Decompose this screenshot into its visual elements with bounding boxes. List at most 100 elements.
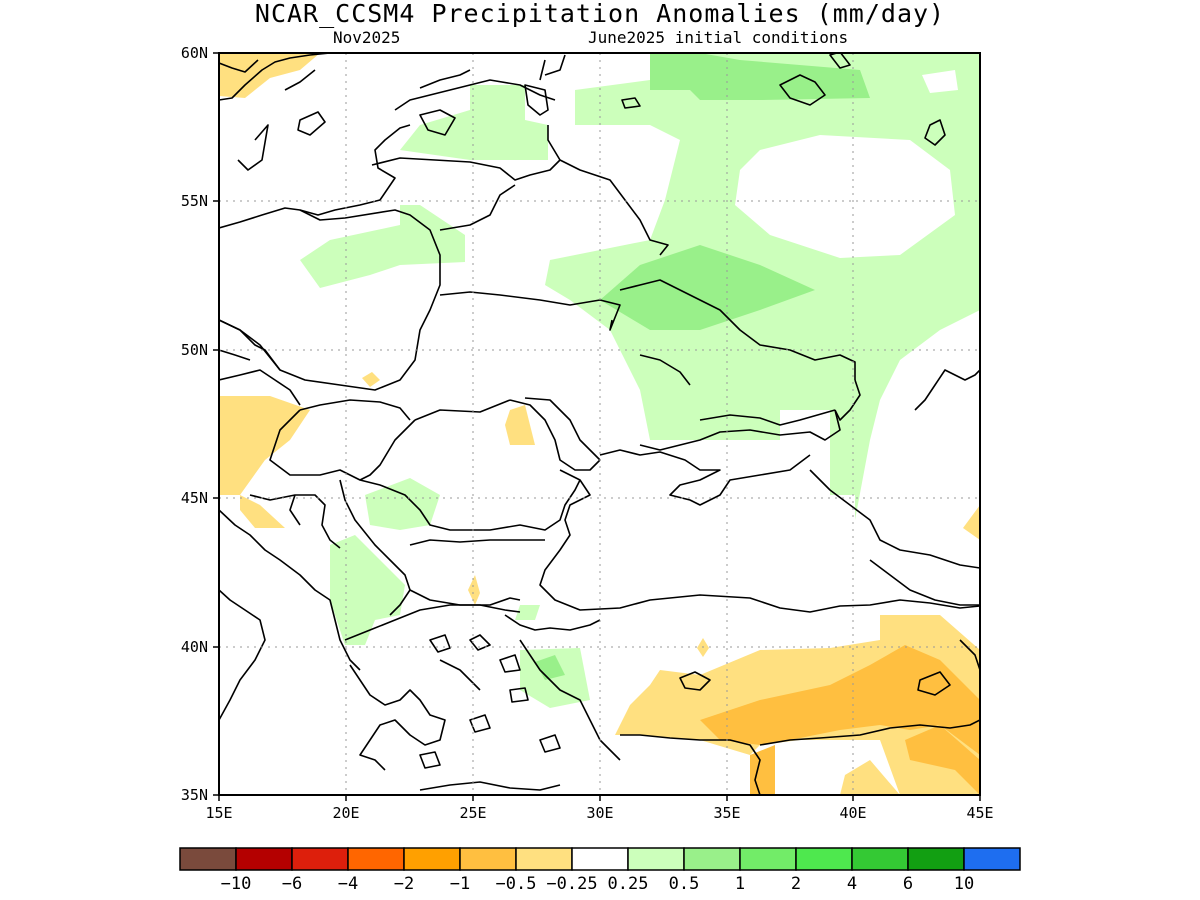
- turkey-east-border: [759, 671, 980, 746]
- baltic-south-coast: [219, 124, 411, 229]
- y-tick-labels: 35N 40N 45N 50N 55N 60N: [181, 44, 208, 804]
- anomaly-medium-green-north: [650, 53, 870, 100]
- y-tick-label: 35N: [181, 786, 208, 804]
- aegean-islands: [419, 634, 561, 769]
- anomaly-medium-green-belarus: [600, 245, 815, 330]
- greece-peninsula: [349, 659, 481, 771]
- anomaly-orange-iraq: [905, 725, 980, 795]
- anomaly-light-green-macedonia: [515, 605, 540, 620]
- colorbar-label: −10: [221, 874, 252, 894]
- anomaly-yellow-caucasus: [963, 505, 980, 540]
- azov-sea: [639, 354, 836, 426]
- chart-title: NCAR_CCSM4 Precipitation Anomalies (mm/d…: [254, 0, 946, 28]
- anomaly-light-green-serbia: [365, 478, 440, 530]
- black-sea-coast: [539, 469, 980, 613]
- colorbar-cell: [963, 847, 1021, 871]
- colorbar: [179, 847, 1021, 871]
- x-tick-labels: 15E 20E 25E 30E 35E 40E 45E: [205, 804, 993, 822]
- colorbar-label: −6: [282, 874, 302, 894]
- x-tick-label: 40E: [839, 804, 866, 822]
- saaremaa-island: [419, 109, 456, 136]
- turkey-west-coast: [504, 614, 621, 761]
- initial-conditions: June2025 initial conditions: [588, 28, 849, 47]
- tick-marks: [213, 52, 981, 801]
- colorbar-label: −4: [338, 874, 358, 894]
- croatia-bosnia-border: [249, 494, 341, 549]
- crete: [419, 781, 561, 791]
- poland-belarus-border: [439, 184, 516, 231]
- colorbar-label: −0.5: [496, 874, 537, 894]
- y-tick-label: 55N: [181, 192, 208, 210]
- colorbar-cell: [739, 847, 797, 871]
- scandinavia-coast: [219, 53, 331, 101]
- map-content: [219, 53, 980, 795]
- crimea: [599, 449, 811, 506]
- germany-czech-border: [219, 319, 281, 371]
- anomaly-light-green-baltic: [400, 85, 548, 160]
- anomaly-light-green-balkan: [330, 535, 405, 645]
- x-tick-label: 25E: [459, 804, 486, 822]
- turkey-south-coast: [620, 734, 761, 795]
- russia-inner-border: [834, 379, 861, 421]
- colorbar-label: 0.5: [669, 874, 700, 894]
- colorbar-cell: [179, 847, 237, 871]
- belarus-east-border: [559, 159, 669, 256]
- y-tick-label: 45N: [181, 489, 208, 507]
- anomaly-yellow-adriatic: [240, 495, 285, 528]
- neutral-hole-north: [922, 70, 958, 93]
- colorbar-cell: [851, 847, 909, 871]
- colorbar-cell: [291, 847, 349, 871]
- lake-peipus: [524, 84, 549, 116]
- colorbar-cell: [459, 847, 517, 871]
- serbia-border: [339, 479, 411, 616]
- anomaly-orange-anatolia: [700, 645, 980, 755]
- greece-north-border: [344, 604, 521, 641]
- y-tick-label: 50N: [181, 341, 208, 359]
- gotland-island: [297, 111, 326, 136]
- map-grid: [219, 53, 980, 795]
- italy-heel: [219, 589, 266, 721]
- sweden-east-coast: [237, 69, 316, 171]
- colorbar-labels: −10 −6 −4 −2 −1 −0.5 −0.25 0.25 0.5 1 2 4 6 10: [221, 874, 975, 894]
- colorbar-cell: [403, 847, 461, 871]
- x-tick-label: 45E: [966, 804, 993, 822]
- anomaly-yellow-bulgaria: [468, 575, 480, 605]
- ukraine-russia-border: [619, 279, 856, 380]
- colorbar-label: 6: [903, 874, 913, 894]
- hungary-border: [269, 399, 411, 481]
- x-tick-label: 15E: [205, 804, 232, 822]
- colorbar-cell: [627, 847, 685, 871]
- colorbar-label: −0.25: [546, 874, 597, 894]
- moldova-border: [509, 397, 601, 471]
- colorbar-cell: [683, 847, 741, 871]
- anomaly-medium-green-turkey: [535, 655, 565, 680]
- x-tick-label: 20E: [332, 804, 359, 822]
- y-tick-label: 60N: [181, 44, 208, 62]
- anomaly-medium-green-regions: [535, 53, 870, 680]
- anomaly-yellow-alps: [219, 396, 310, 495]
- colorbar-cell: [571, 847, 629, 871]
- colorbar-label: −2: [394, 874, 414, 894]
- coastlines-borders: [219, 53, 980, 795]
- colorbar-cell: [907, 847, 965, 871]
- colorbar-label: 0.25: [608, 874, 649, 894]
- belarus-ukraine-border: [439, 291, 621, 331]
- x-tick-label: 30E: [586, 804, 613, 822]
- colorbar-label: 4: [847, 874, 857, 894]
- anomaly-orange-syria: [750, 745, 775, 795]
- anomaly-yellow-scandinavia: [219, 53, 320, 98]
- colorbar-label: 2: [791, 874, 801, 894]
- lake-onega: [779, 74, 826, 106]
- ukraine-south-coast: [639, 409, 841, 451]
- colorbar-label: 1: [735, 874, 745, 894]
- forecast-month: Nov2025: [333, 28, 401, 47]
- colorbar-cell: [347, 847, 405, 871]
- romania-border: [359, 399, 581, 531]
- anomaly-orange-regions: [700, 645, 980, 795]
- colorbar-label: 10: [954, 874, 974, 894]
- colorbar-label: −1: [450, 874, 470, 894]
- lake-northern: [829, 53, 946, 146]
- anomaly-yellow-romania: [505, 405, 535, 445]
- neutral-holes: [735, 70, 958, 258]
